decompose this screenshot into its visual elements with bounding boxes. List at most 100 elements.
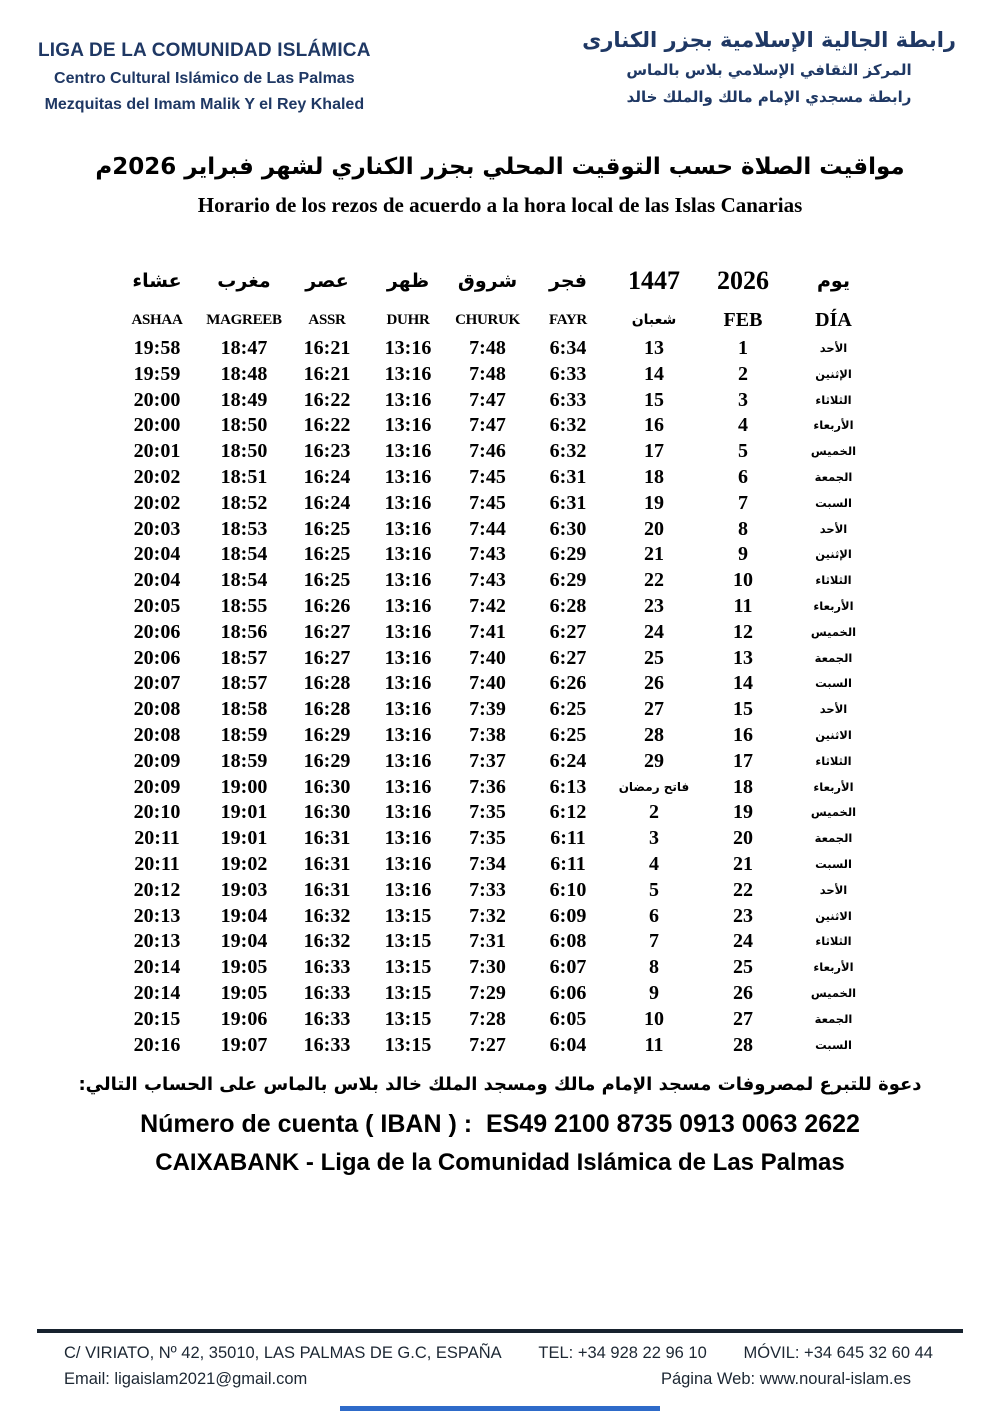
assr-time: 16:29 <box>303 723 351 746</box>
hijri-date: 14 <box>644 362 664 385</box>
hijri-date: 20 <box>644 517 664 540</box>
hijri-date: 28 <box>644 723 664 746</box>
ashaa-time: 20:14 <box>133 956 181 979</box>
table-row: 20:13 19:04 16:32 13:15 7:32 6:09 6 23 الاثنين <box>112 904 880 930</box>
magreeb-time: 19:05 <box>220 956 268 979</box>
hijri-date: 26 <box>644 672 664 695</box>
title-spanish: Horario de los rezos de acuerdo a la hor… <box>197 193 803 217</box>
churuk-time: 7:28 <box>469 1007 506 1030</box>
col-header-magreeb-latin: MAGREEB <box>206 311 282 328</box>
table-row: 20:10 19:01 16:30 13:16 7:35 6:12 2 19 الخميس <box>112 800 880 826</box>
gregorian-day: 10 <box>733 569 753 592</box>
ashaa-time: 19:59 <box>133 362 181 385</box>
hijri-date: 13 <box>644 337 664 359</box>
hijri-date: 25 <box>644 646 664 669</box>
hijri-date: 2 <box>649 801 659 824</box>
ashaa-time: 20:03 <box>133 517 181 540</box>
assr-time: 16:33 <box>303 1007 351 1030</box>
organization-names-arabic: رابطة الجالية الإسلامية بجزر الكنارى الم… <box>582 28 956 106</box>
assr-time: 16:26 <box>303 594 351 617</box>
assr-time: 16:30 <box>303 775 351 798</box>
magreeb-time: 19:01 <box>220 801 268 824</box>
weekday-name: الاثنين <box>815 908 852 923</box>
duhr-time: 13:16 <box>384 569 432 592</box>
fayr-time: 6:11 <box>550 852 586 875</box>
duhr-time: 13:16 <box>384 517 432 540</box>
fayr-time: 6:10 <box>549 878 587 901</box>
gregorian-day: 3 <box>738 388 748 411</box>
magreeb-time: 19:05 <box>220 981 268 1004</box>
weekday-name: الإثنين <box>815 547 852 562</box>
gregorian-day: 20 <box>733 827 753 850</box>
bank-name-line: CAIXABANK - Liga de la Comunidad Islámic… <box>155 1149 845 1177</box>
duhr-time: 13:16 <box>384 388 432 411</box>
table-row: 20:03 18:53 16:25 13:16 7:44 6:30 20 8 الأحد <box>112 517 880 543</box>
weekday-name: الأربعاء <box>813 418 854 433</box>
fayr-time: 6:07 <box>549 956 587 979</box>
magreeb-time: 18:54 <box>220 569 268 592</box>
col-header-hijri-year: 1447 <box>628 266 680 295</box>
churuk-time: 7:47 <box>469 414 506 437</box>
assr-time: 16:21 <box>303 337 351 359</box>
churuk-time: 7:40 <box>469 672 506 695</box>
table-row: 20:12 19:03 16:31 13:16 7:33 6:10 5 22 الأحد <box>112 878 880 904</box>
assr-time: 16:24 <box>303 491 351 514</box>
magreeb-time: 18:57 <box>220 646 268 669</box>
table-row: 20:02 18:51 16:24 13:16 7:45 6:31 18 6 الجمعة <box>112 465 880 491</box>
document-title: مواقيت الصلاة حسب التوقيت المحلي بجزر ال… <box>0 154 1000 218</box>
churuk-time: 7:39 <box>469 698 506 721</box>
ashaa-time: 20:11 <box>134 827 180 850</box>
churuk-time: 7:42 <box>469 594 506 617</box>
table-row: 20:04 18:54 16:25 13:16 7:43 6:29 21 9 الإثنين <box>112 542 880 568</box>
weekday-name: الثلاثاء <box>815 392 852 407</box>
assr-time: 16:28 <box>303 698 351 721</box>
gregorian-day: 12 <box>733 620 753 643</box>
assr-time: 16:27 <box>303 646 351 669</box>
magreeb-time: 18:49 <box>220 388 268 411</box>
weekday-name: الجمعة <box>814 831 853 846</box>
churuk-time: 7:27 <box>469 1033 506 1056</box>
org-name-spanish: LIGA DE LA COMUNIDAD ISLÁMICA <box>38 40 371 61</box>
weekday-name: السبت <box>815 495 852 510</box>
col-header-shaaban-arabic: شعبان <box>631 312 677 328</box>
ashaa-time: 20:14 <box>133 981 181 1004</box>
table-row: 20:11 19:02 16:31 13:16 7:34 6:11 4 21 السبت <box>112 852 880 878</box>
organization-names-spanish: LIGA DE LA COMUNIDAD ISLÁMICA Centro Cul… <box>38 28 371 114</box>
churuk-time: 7:43 <box>469 543 506 566</box>
assr-time: 16:33 <box>303 956 351 979</box>
table-header-bottom-row: ASHAA MAGREEB ASSR DUHR CHURUK FAYR شعبا… <box>112 304 880 336</box>
hijri-date: 15 <box>644 388 664 411</box>
table-row: 20:11 19:01 16:31 13:16 7:35 6:11 3 20 الجمعة <box>112 826 880 852</box>
weekday-name: الثلاثاء <box>815 573 852 588</box>
table-row: 20:16 19:07 16:33 13:15 7:27 6:04 11 28 السبت <box>112 1033 880 1059</box>
churuk-time: 7:47 <box>469 388 506 411</box>
ashaa-time: 20:09 <box>133 775 181 798</box>
ashaa-time: 20:08 <box>133 723 181 746</box>
assr-time: 16:28 <box>303 672 351 695</box>
duhr-time: 13:15 <box>384 981 432 1004</box>
prayer-times-table: عشاء مغرب عصر ظهر شروق فجر 1447 2026 يوم… <box>112 258 880 1058</box>
hijri-date: 16 <box>644 414 664 437</box>
weekday-name: الخميس <box>810 444 857 459</box>
churuk-time: 7:32 <box>469 904 506 927</box>
magreeb-time: 18:56 <box>220 620 268 643</box>
weekday-name: الخميس <box>810 624 857 639</box>
fayr-time: 6:09 <box>549 904 587 927</box>
assr-time: 16:31 <box>303 852 351 875</box>
footer-website: Página Web: www.noural-islam.es <box>660 1370 911 1388</box>
gregorian-day: 17 <box>733 749 753 772</box>
magreeb-time: 19:04 <box>220 904 268 927</box>
table-row: 20:05 18:55 16:26 13:16 7:42 6:28 23 11 الأربعاء <box>112 594 880 620</box>
table-row: 20:08 18:58 16:28 13:16 7:39 6:25 27 15 الأحد <box>112 697 880 723</box>
bottom-accent-bar <box>340 1406 660 1411</box>
table-row: 20:04 18:54 16:25 13:16 7:43 6:29 22 10 الثلاثاء <box>112 568 880 594</box>
table-body: 19:58 18:47 16:21 13:16 7:48 6:34 13 1 الأحد 19:5… <box>112 336 880 1058</box>
assr-time: 16:24 <box>303 465 351 488</box>
assr-time: 16:27 <box>303 620 351 643</box>
magreeb-time: 18:47 <box>220 337 268 359</box>
hijri-date: 7 <box>649 930 659 953</box>
magreeb-time: 18:50 <box>220 440 268 463</box>
fayr-time: 6:06 <box>549 981 587 1004</box>
footer-telephone: TEL: +34 928 22 96 10 <box>538 1344 707 1362</box>
table-row: 20:14 19:05 16:33 13:15 7:29 6:06 9 26 الخميس <box>112 981 880 1007</box>
